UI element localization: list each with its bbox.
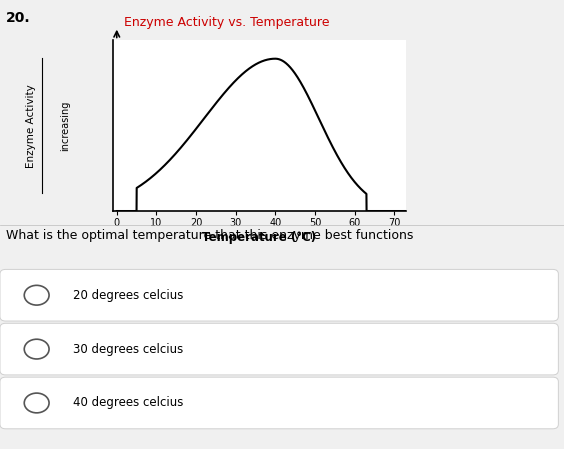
Text: 20 degrees celcius: 20 degrees celcius xyxy=(73,289,184,302)
Text: 40 degrees celcius: 40 degrees celcius xyxy=(73,396,184,409)
Text: Enzyme Activity: Enzyme Activity xyxy=(26,84,36,167)
Text: 20.: 20. xyxy=(6,11,30,25)
Text: What is the optimal temperature that this enzyme best functions: What is the optimal temperature that thi… xyxy=(6,229,413,242)
Text: Enzyme Activity vs. Temperature: Enzyme Activity vs. Temperature xyxy=(124,16,329,29)
X-axis label: Temperature (°C): Temperature (°C) xyxy=(202,231,316,244)
Text: increasing: increasing xyxy=(60,101,70,151)
Text: 30 degrees celcius: 30 degrees celcius xyxy=(73,343,183,356)
